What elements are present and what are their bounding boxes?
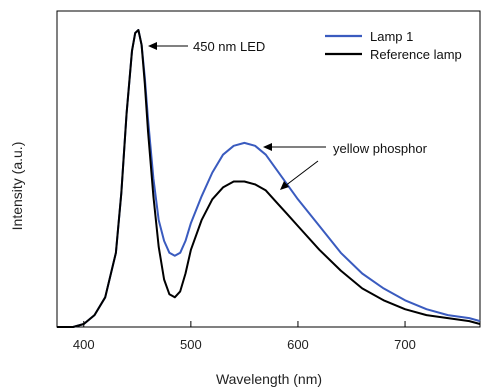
x-ticks: 400 500 600 700 bbox=[73, 321, 416, 352]
x-tick-label-400: 400 bbox=[73, 337, 95, 352]
annotation-arrowhead-phosphor bbox=[263, 143, 272, 151]
annotations: 450 nm LED yellow phosphor bbox=[148, 39, 428, 190]
legend: Lamp 1 Reference lamp bbox=[325, 29, 462, 62]
series-layer bbox=[57, 29, 481, 328]
x-tick-label-500: 500 bbox=[180, 337, 202, 352]
series-line-reference-lamp bbox=[57, 29, 481, 328]
annotation-label-phosphor: yellow phosphor bbox=[333, 141, 428, 156]
plot-border bbox=[56, 10, 481, 328]
annotation-arrowhead-led bbox=[148, 42, 157, 50]
annotation-arrow-phosphor-ref bbox=[284, 160, 319, 187]
y-axis-label: Intensity (a.u.) bbox=[9, 142, 25, 231]
x-tick-label-700: 700 bbox=[394, 337, 416, 352]
annotation-arrowhead-phosphor-ref bbox=[280, 181, 289, 190]
annotation-label-led: 450 nm LED bbox=[193, 39, 265, 54]
legend-label-reference-lamp: Reference lamp bbox=[370, 47, 462, 62]
x-tick-label-600: 600 bbox=[287, 337, 309, 352]
legend-label-lamp-1: Lamp 1 bbox=[370, 29, 413, 44]
x-axis-label: Wavelength (nm) bbox=[216, 371, 322, 387]
plot-frame bbox=[56, 10, 481, 328]
series-line-lamp-1 bbox=[57, 29, 481, 328]
